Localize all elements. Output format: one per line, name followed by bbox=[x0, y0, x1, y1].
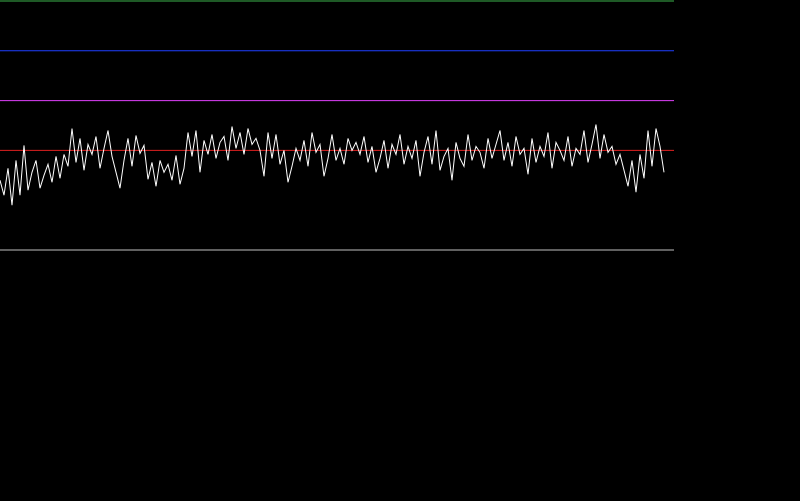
reference-lines bbox=[0, 0, 674, 251]
series-line-0 bbox=[0, 124, 665, 206]
series-layer bbox=[0, 124, 665, 206]
